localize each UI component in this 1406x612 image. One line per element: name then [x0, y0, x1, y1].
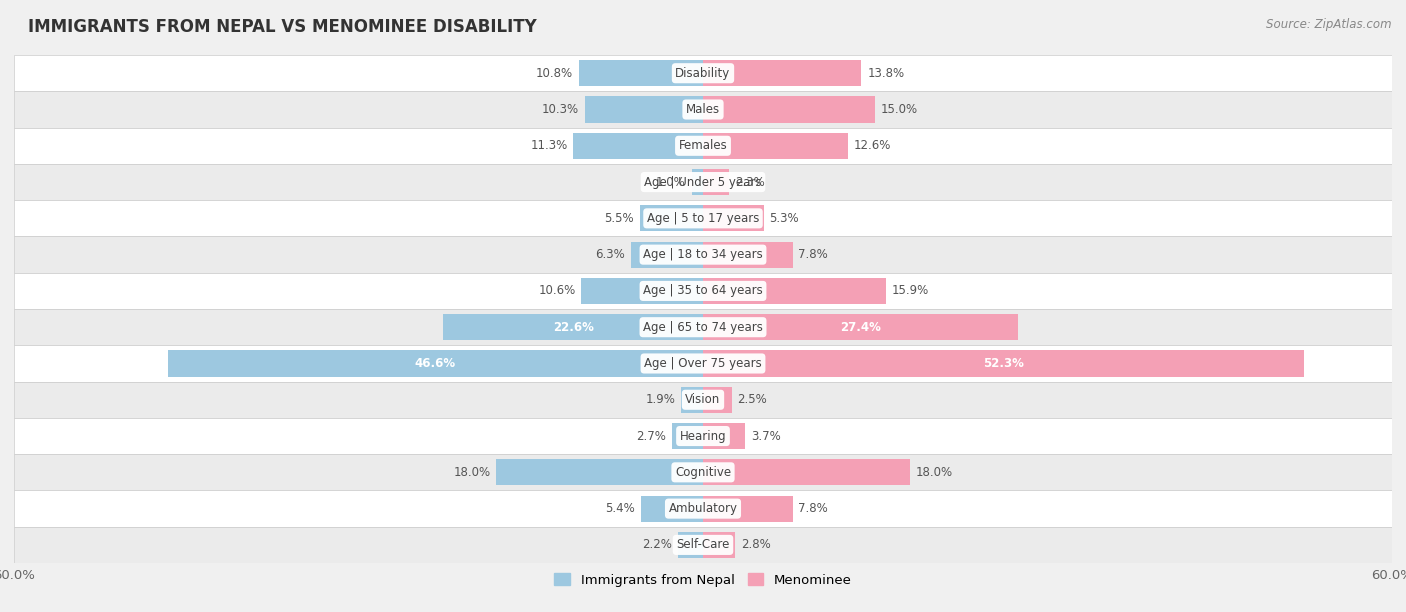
Bar [14, 345, 1392, 382]
Text: 10.6%: 10.6% [538, 285, 575, 297]
Bar [703, 351, 1303, 376]
Bar [703, 459, 910, 485]
Bar [703, 60, 862, 86]
Text: 10.3%: 10.3% [541, 103, 579, 116]
Text: Females: Females [679, 140, 727, 152]
Bar [585, 97, 703, 122]
Text: 6.3%: 6.3% [595, 248, 624, 261]
Bar [703, 423, 745, 449]
Text: 3.7%: 3.7% [751, 430, 780, 442]
Bar [692, 169, 703, 195]
Text: Age | 65 to 74 years: Age | 65 to 74 years [643, 321, 763, 334]
Text: IMMIGRANTS FROM NEPAL VS MENOMINEE DISABILITY: IMMIGRANTS FROM NEPAL VS MENOMINEE DISAB… [28, 18, 537, 36]
Text: Vision: Vision [685, 394, 721, 406]
Text: 27.4%: 27.4% [839, 321, 880, 334]
Bar [703, 242, 793, 267]
Bar [14, 55, 1392, 91]
Text: Source: ZipAtlas.com: Source: ZipAtlas.com [1267, 18, 1392, 31]
Bar [703, 387, 731, 413]
Bar [631, 242, 703, 267]
Bar [703, 532, 735, 558]
Bar [167, 351, 703, 376]
Text: 2.2%: 2.2% [643, 539, 672, 551]
Bar [14, 236, 1392, 273]
Bar [703, 133, 848, 159]
Text: 22.6%: 22.6% [553, 321, 593, 334]
Legend: Immigrants from Nepal, Menominee: Immigrants from Nepal, Menominee [548, 568, 858, 592]
Text: 5.4%: 5.4% [606, 502, 636, 515]
Text: Hearing: Hearing [679, 430, 727, 442]
Bar [14, 164, 1392, 200]
Bar [681, 387, 703, 413]
Text: 10.8%: 10.8% [536, 67, 574, 80]
Text: 5.5%: 5.5% [605, 212, 634, 225]
Text: Age | 18 to 34 years: Age | 18 to 34 years [643, 248, 763, 261]
Bar [14, 490, 1392, 527]
Bar [443, 314, 703, 340]
Text: Males: Males [686, 103, 720, 116]
Bar [678, 532, 703, 558]
Bar [703, 314, 1018, 340]
Text: 13.8%: 13.8% [868, 67, 904, 80]
Text: 2.7%: 2.7% [637, 430, 666, 442]
Text: Ambulatory: Ambulatory [668, 502, 738, 515]
Text: 1.0%: 1.0% [657, 176, 686, 188]
Bar [581, 278, 703, 304]
Text: Self-Care: Self-Care [676, 539, 730, 551]
Bar [641, 496, 703, 521]
Bar [574, 133, 703, 159]
Bar [496, 459, 703, 485]
Text: 2.3%: 2.3% [735, 176, 765, 188]
Text: 7.8%: 7.8% [799, 248, 828, 261]
Bar [14, 309, 1392, 345]
Bar [14, 91, 1392, 128]
Bar [14, 382, 1392, 418]
Text: Age | 5 to 17 years: Age | 5 to 17 years [647, 212, 759, 225]
Text: 2.5%: 2.5% [738, 394, 768, 406]
Bar [14, 527, 1392, 563]
Text: 11.3%: 11.3% [530, 140, 568, 152]
Text: 18.0%: 18.0% [454, 466, 491, 479]
Bar [640, 205, 703, 231]
Bar [14, 128, 1392, 164]
Text: 18.0%: 18.0% [915, 466, 952, 479]
Text: 52.3%: 52.3% [983, 357, 1024, 370]
Bar [703, 496, 793, 521]
Text: Age | Over 75 years: Age | Over 75 years [644, 357, 762, 370]
Text: 2.8%: 2.8% [741, 539, 770, 551]
Text: 7.8%: 7.8% [799, 502, 828, 515]
Bar [14, 418, 1392, 454]
Bar [14, 200, 1392, 236]
Bar [703, 205, 763, 231]
Bar [14, 454, 1392, 490]
Text: 15.9%: 15.9% [891, 285, 928, 297]
Bar [14, 273, 1392, 309]
Text: Cognitive: Cognitive [675, 466, 731, 479]
Text: 5.3%: 5.3% [769, 212, 799, 225]
Text: Disability: Disability [675, 67, 731, 80]
Text: 46.6%: 46.6% [415, 357, 456, 370]
Text: 1.9%: 1.9% [645, 394, 675, 406]
Text: 12.6%: 12.6% [853, 140, 891, 152]
Text: Age | Under 5 years: Age | Under 5 years [644, 176, 762, 188]
Bar [703, 169, 730, 195]
Bar [672, 423, 703, 449]
Text: 15.0%: 15.0% [882, 103, 918, 116]
Text: Age | 35 to 64 years: Age | 35 to 64 years [643, 285, 763, 297]
Bar [703, 97, 875, 122]
Bar [703, 278, 886, 304]
Bar [579, 60, 703, 86]
